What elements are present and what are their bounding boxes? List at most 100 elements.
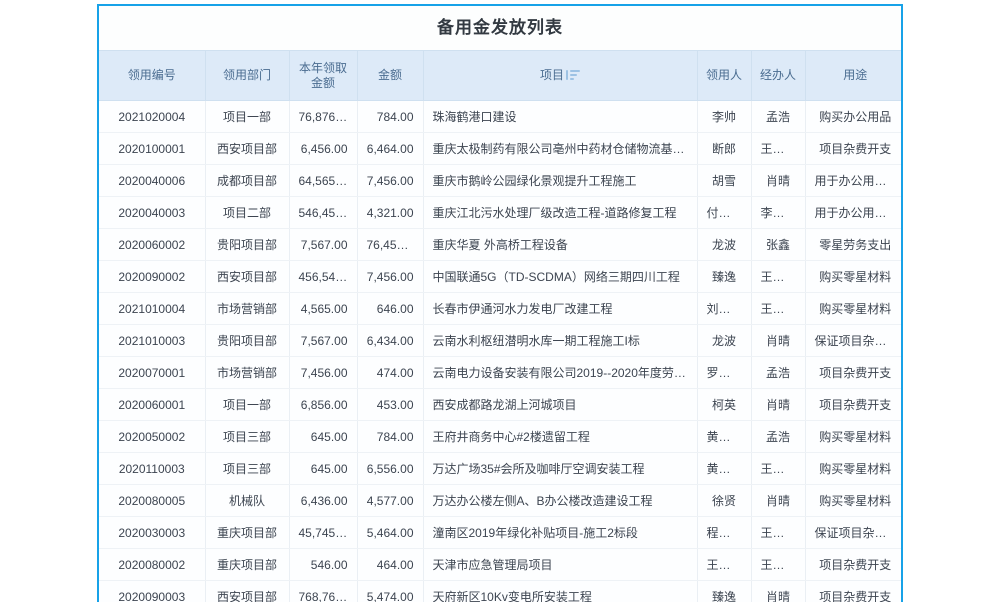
cell-project[interactable]: 重庆江北污水处理厂级改造工程-道路修复工程 — [423, 197, 697, 229]
column-label: 本年领取金额 — [299, 61, 347, 90]
cell-project[interactable]: 西安成都路龙湖上河城项目 — [423, 389, 697, 421]
cell-user[interactable]: 断郎 — [697, 133, 751, 165]
cell-amount: 7,456.00 — [357, 165, 423, 197]
cell-user[interactable]: 胡雪 — [697, 165, 751, 197]
cell-code[interactable]: 2021010003 — [99, 325, 205, 357]
cell-dept: 项目三部 — [205, 421, 289, 453]
cell-project[interactable]: 重庆市鹅岭公园绿化景观提升工程施工 — [423, 165, 697, 197]
cell-agent[interactable]: 王可可 — [751, 293, 805, 325]
cell-project[interactable]: 万达办公楼左侧A、B办公楼改造建设工程 — [423, 485, 697, 517]
cell-yearly: 6,436.00 — [289, 485, 357, 517]
column-header-dept[interactable]: 领用部门 — [205, 51, 289, 101]
cell-purpose: 保证项目杂费开支 — [805, 517, 903, 549]
cell-agent[interactable]: 王可可 — [751, 133, 805, 165]
cell-project[interactable]: 重庆太极制药有限公司亳州中药材仓储物流基… — [423, 133, 697, 165]
cell-agent[interactable]: 李若若 — [751, 197, 805, 229]
cell-user[interactable]: 刘东林 — [697, 293, 751, 325]
cell-user[interactable]: 柯英 — [697, 389, 751, 421]
cell-code[interactable]: 2020030003 — [99, 517, 205, 549]
cell-user[interactable]: 龙波 — [697, 325, 751, 357]
cell-agent[interactable]: 肖晴 — [751, 389, 805, 421]
cell-code[interactable]: 2020070001 — [99, 357, 205, 389]
cell-code[interactable]: 2020080002 — [99, 549, 205, 581]
cell-amount: 784.00 — [357, 421, 423, 453]
cell-agent[interactable]: 孟浩 — [751, 101, 805, 133]
cell-user[interactable]: 李帅 — [697, 101, 751, 133]
cell-agent[interactable]: 王可可 — [751, 549, 805, 581]
cell-user[interactable]: 臻逸 — [697, 261, 751, 293]
table-header-row: 领用编号 领用部门 本年领取金额 金额 项目 领用人 经办人 用途 — [99, 51, 903, 101]
cell-code[interactable]: 2020090003 — [99, 581, 205, 602]
cell-code[interactable]: 2021020004 — [99, 101, 205, 133]
column-header-amount[interactable]: 金额 — [357, 51, 423, 101]
petty-cash-table: 领用编号 领用部门 本年领取金额 金额 项目 领用人 经办人 用途 202102… — [99, 50, 903, 602]
cell-code[interactable]: 2020110003 — [99, 453, 205, 485]
sort-icon[interactable] — [570, 70, 580, 80]
cell-agent[interactable]: 张鑫 — [751, 229, 805, 261]
cell-project[interactable]: 万达广场35#会所及咖啡厅空调安装工程 — [423, 453, 697, 485]
cell-code[interactable]: 2020080005 — [99, 485, 205, 517]
column-header-user[interactable]: 领用人 — [697, 51, 751, 101]
cell-project[interactable]: 云南水利枢纽潜明水库一期工程施工I标 — [423, 325, 697, 357]
column-header-purpose[interactable]: 用途 — [805, 51, 903, 101]
cell-project[interactable]: 长春市伊通河水力发电厂改建工程 — [423, 293, 697, 325]
cell-code[interactable]: 2021010004 — [99, 293, 205, 325]
cell-project[interactable]: 重庆华夏 外高桥工程设备 — [423, 229, 697, 261]
cell-code[interactable]: 2020040003 — [99, 197, 205, 229]
cell-project[interactable]: 中国联通5G（TD-SCDMA）网络三期四川工程 — [423, 261, 697, 293]
cell-agent[interactable]: 肖晴 — [751, 165, 805, 197]
cell-agent[interactable]: 孟浩 — [751, 421, 805, 453]
cell-project[interactable]: 王府井商务中心#2楼遗留工程 — [423, 421, 697, 453]
cell-code[interactable]: 2020060002 — [99, 229, 205, 261]
cell-agent[interactable]: 孟浩 — [751, 357, 805, 389]
cell-agent[interactable]: 肖晴 — [751, 581, 805, 602]
cell-agent[interactable]: 王可可 — [751, 517, 805, 549]
column-header-yearly-amount[interactable]: 本年领取金额 — [289, 51, 357, 101]
cell-user[interactable]: 徐贤 — [697, 485, 751, 517]
cell-agent[interactable]: 肖晴 — [751, 325, 805, 357]
column-header-agent[interactable]: 经办人 — [751, 51, 805, 101]
cell-code[interactable]: 2020090002 — [99, 261, 205, 293]
cell-user[interactable]: 付伟聪 — [697, 197, 751, 229]
cell-yearly: 76,876.00 — [289, 101, 357, 133]
cell-project[interactable]: 云南电力设备安装有限公司2019--2020年度劳… — [423, 357, 697, 389]
cell-code[interactable]: 2020040006 — [99, 165, 205, 197]
cell-project[interactable]: 天津市应急管理局项目 — [423, 549, 697, 581]
cell-agent[interactable]: 王可可 — [751, 261, 805, 293]
cell-dept: 市场营销部 — [205, 357, 289, 389]
cell-code[interactable]: 2020060001 — [99, 389, 205, 421]
cell-agent[interactable]: 王可可 — [751, 453, 805, 485]
column-header-code[interactable]: 领用编号 — [99, 51, 205, 101]
cell-user[interactable]: 臻逸 — [697, 581, 751, 602]
cell-user[interactable]: 龙波 — [697, 229, 751, 261]
column-header-project[interactable]: 项目 — [423, 51, 697, 101]
cell-user[interactable]: 罗广明 — [697, 357, 751, 389]
cell-project[interactable]: 天府新区10Kv变电所安装工程 — [423, 581, 697, 602]
cell-code[interactable]: 2020100001 — [99, 133, 205, 165]
cell-agent[interactable]: 肖晴 — [751, 485, 805, 517]
cell-project[interactable]: 珠海鹤港口建设 — [423, 101, 697, 133]
cell-amount: 784.00 — [357, 101, 423, 133]
cell-user[interactable]: 黄小强 — [697, 421, 751, 453]
cell-code[interactable]: 2020050002 — [99, 421, 205, 453]
cell-user[interactable]: 王伟健 — [697, 549, 751, 581]
cell-user[interactable]: 程亚雄 — [697, 517, 751, 549]
cell-project[interactable]: 潼南区2019年绿化补贴项目-施工2标段 — [423, 517, 697, 549]
cell-user[interactable]: 黄小强 — [697, 453, 751, 485]
